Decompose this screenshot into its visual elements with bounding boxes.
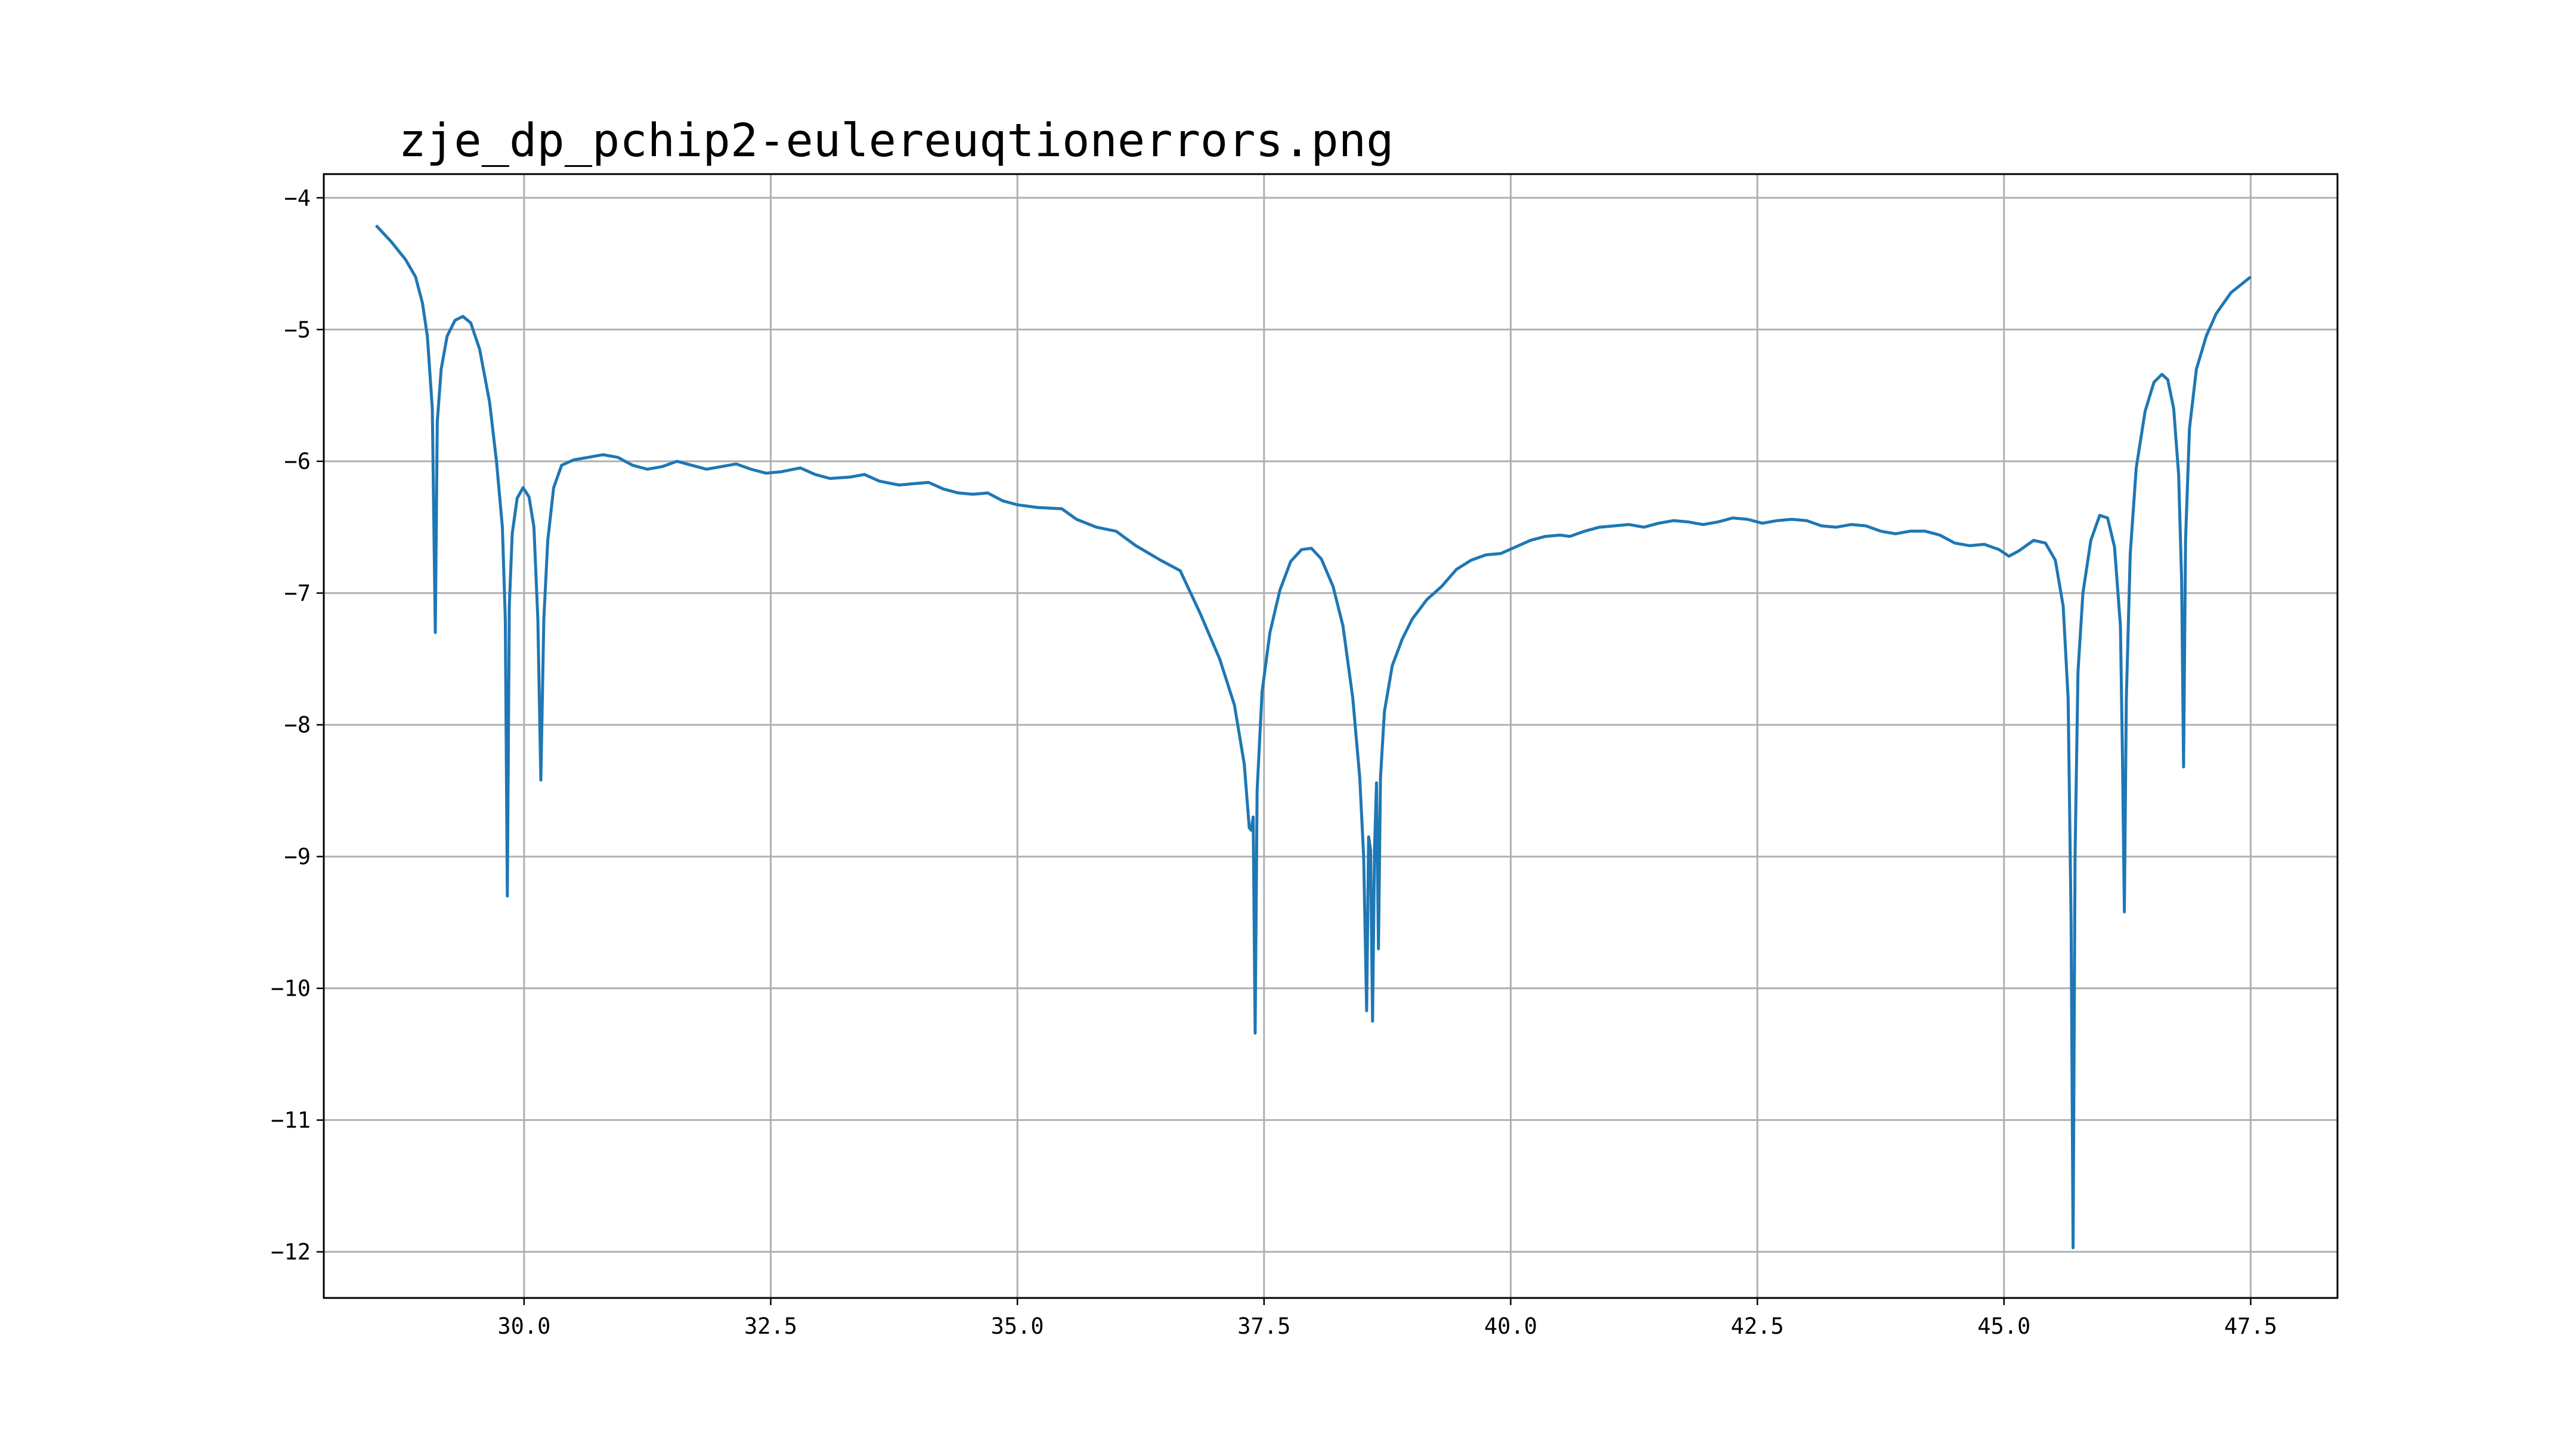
x-axis: 30.0 32.5 35.0 37.5 40.0 42.5 45.0 47.5 [497, 1298, 2277, 1339]
x-tick-label: 37.5 [1237, 1313, 1290, 1339]
plot-area [374, 224, 2252, 1250]
y-tick-label: −5 [284, 317, 311, 343]
y-tick-label: −11 [271, 1108, 311, 1133]
y-tick-label: −7 [284, 581, 311, 606]
x-tick-label: 35.0 [991, 1313, 1044, 1339]
y-tick-label: −9 [284, 844, 311, 870]
x-tick-label: 47.5 [2224, 1313, 2277, 1339]
x-tick-label: 30.0 [497, 1313, 550, 1339]
x-tick-label: 45.0 [1977, 1313, 2030, 1339]
gridlines [324, 174, 2337, 1298]
series-line [374, 224, 2252, 1250]
y-tick-label: −8 [284, 712, 311, 738]
axes-frame [323, 173, 2339, 1299]
y-axis: −4 −5 −6 −7 −8 −9 −10 −11 −12 [271, 185, 324, 1265]
y-tick-label: −4 [284, 185, 311, 211]
x-tick-label: 40.0 [1484, 1313, 1537, 1339]
x-tick-label: 32.5 [744, 1313, 797, 1339]
y-tick-label: −6 [284, 449, 311, 475]
y-tick-label: −12 [271, 1240, 311, 1265]
x-tick-label: 42.5 [1731, 1313, 1784, 1339]
chart-title: zje_dp_pchip2-eulereuqtionerrors.png [399, 114, 1394, 168]
y-tick-label: −10 [271, 976, 311, 1002]
